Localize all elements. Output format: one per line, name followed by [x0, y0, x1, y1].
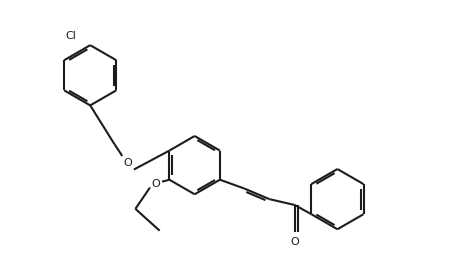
- Text: Cl: Cl: [66, 31, 77, 41]
- Text: O: O: [290, 237, 299, 246]
- Text: O: O: [151, 179, 160, 188]
- Text: O: O: [124, 158, 133, 168]
